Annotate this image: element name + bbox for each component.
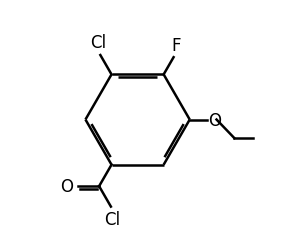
Text: Cl: Cl [90,34,106,52]
Text: O: O [61,178,74,196]
Text: F: F [171,37,181,55]
Text: Cl: Cl [104,210,120,228]
Text: O: O [208,111,221,129]
